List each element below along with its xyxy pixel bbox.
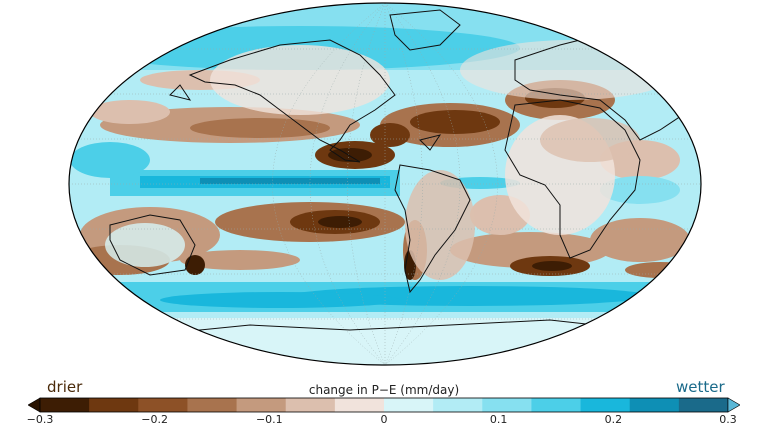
colorbar-tick-label: −0.3 <box>26 413 54 426</box>
drier-label: drier <box>47 378 83 396</box>
coastlines <box>109 9 701 336</box>
australia-coast <box>109 214 196 276</box>
colorbar-tick-label: 0 <box>380 413 388 426</box>
colorbar-segment <box>89 398 139 412</box>
colorbar-tick-label: 0.2 <box>604 413 623 426</box>
colorbar-segment <box>334 398 385 412</box>
colorbar-segment <box>138 398 188 412</box>
colorbar-segment <box>433 398 483 412</box>
south-america-coast <box>394 164 471 294</box>
colorbar-segment <box>629 398 680 412</box>
wetter-label: wetter <box>676 378 725 396</box>
colorbar-max-arrow <box>727 397 740 413</box>
colorbar-segment <box>236 398 287 412</box>
africa-coast <box>504 99 641 259</box>
globe-outline <box>68 2 702 366</box>
colorbar-segment <box>187 398 238 412</box>
graticule <box>69 3 701 365</box>
north-america-coast <box>188 39 396 163</box>
colorbar-tick-label: 0.3 <box>719 413 737 426</box>
colorbar-segment <box>678 398 729 412</box>
colorbar-segment <box>580 398 631 412</box>
colorbar-segment <box>482 398 532 412</box>
colorbar-segment <box>285 398 336 412</box>
colorbar-segment <box>40 398 90 412</box>
colorbar-min-arrow <box>28 397 41 413</box>
colorbar <box>28 397 740 413</box>
colorbar-title: change in P−E (mm/day) <box>308 383 460 397</box>
south-america-land <box>405 170 475 280</box>
colorbar-tick-label: −0.2 <box>141 413 169 426</box>
greenland-coast <box>389 9 461 51</box>
australia-land <box>105 223 185 267</box>
north-america-land <box>210 45 390 115</box>
colorbar-segment <box>531 398 582 412</box>
colorbar-tick-label: −0.1 <box>255 413 283 426</box>
colorbar-segment <box>384 398 434 412</box>
antarctica-coast <box>149 319 641 336</box>
colorbar-tick-label: 0.1 <box>489 413 508 426</box>
world-map <box>68 2 702 366</box>
